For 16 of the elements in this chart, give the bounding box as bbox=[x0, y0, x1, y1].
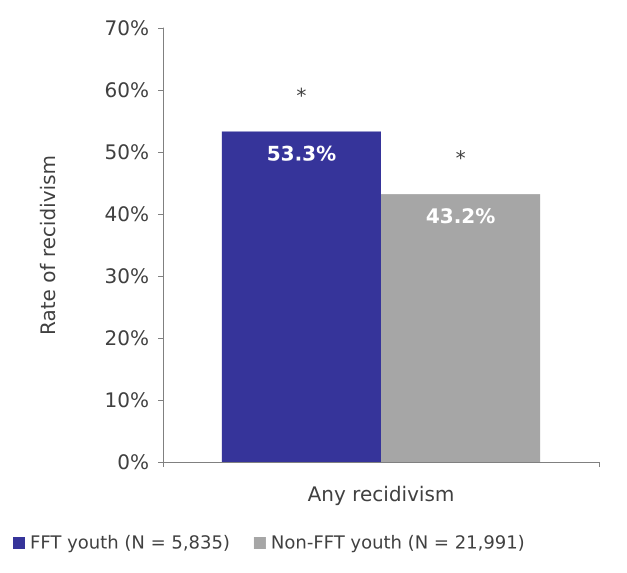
y-tick-label: 40% bbox=[104, 202, 149, 226]
x-tick-label: Any recidivism bbox=[308, 482, 454, 506]
data-label: 43.2% bbox=[426, 204, 496, 228]
legend-label: Non-FFT youth (N = 21,991) bbox=[270, 532, 525, 554]
annotation: * bbox=[456, 146, 466, 170]
y-tick-label: 0% bbox=[117, 450, 149, 474]
y-tick-label: 70% bbox=[104, 16, 149, 40]
y-tick-label: 30% bbox=[104, 264, 149, 288]
y-tick-label: 60% bbox=[104, 78, 149, 102]
annotation: * bbox=[296, 84, 306, 108]
y-axis-title: Rate of recidivism bbox=[36, 154, 60, 336]
y-tick-label: 10% bbox=[104, 388, 149, 412]
y-tick-label: 20% bbox=[104, 326, 149, 350]
data-label: 53.3% bbox=[266, 142, 336, 166]
legend-label: FFT youth (N = 5,835) bbox=[30, 532, 230, 554]
y-tick-label: 50% bbox=[104, 140, 149, 164]
